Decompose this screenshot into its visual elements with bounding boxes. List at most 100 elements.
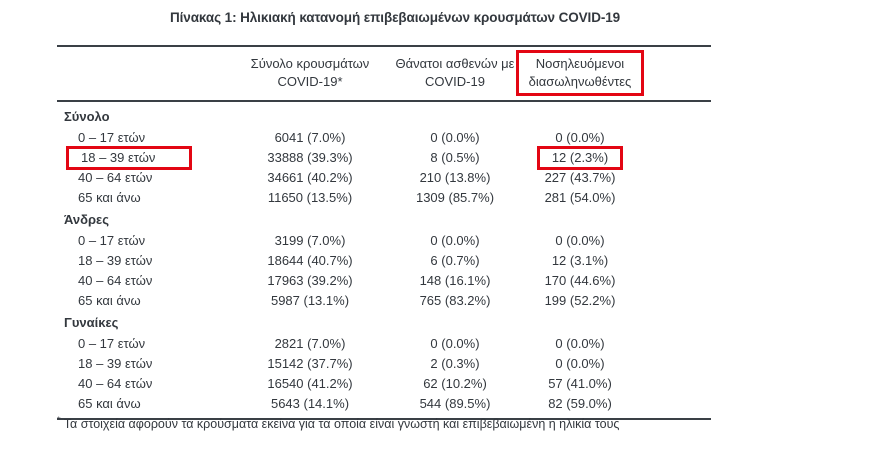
header-deaths: Θάνατοι ασθενών με COVID-19 (396, 52, 515, 94)
cases-cell: 17963 (39.2%) (207, 271, 413, 291)
deaths-value: 8 (0.5%) (430, 150, 480, 165)
header-empty-cell (57, 52, 207, 94)
intubated-value: 227 (43.7%) (544, 170, 616, 185)
cases-value: 2821 (7.0%) (274, 336, 346, 351)
cases-cell: 11650 (13.5%) (207, 188, 413, 208)
covid-age-distribution-table: Σύνολο κρουσμάτων COVID-19* Θάνατοι ασθε… (57, 45, 711, 420)
table-header-row: Σύνολο κρουσμάτων COVID-19* Θάνατοι ασθε… (57, 47, 711, 102)
table-row-women-18-39: 18 – 39 ετών 15142 (37.7%) 2 (0.3%) 0 (0… (57, 354, 711, 374)
deaths-cell: 765 (83.2%) (413, 291, 497, 311)
cases-cell: 34661 (40.2%) (207, 168, 413, 188)
table-row-men-0-17: 0 – 17 ετών 3199 (7.0%) 0 (0.0%) 0 (0.0%… (57, 231, 711, 251)
cases-value: 33888 (39.3%) (267, 150, 353, 165)
deaths-cell: 544 (89.5%) (413, 394, 497, 414)
cases-value: 34661 (40.2%) (267, 170, 353, 185)
cases-cell: 15142 (37.7%) (207, 354, 413, 374)
intubated-value: 0 (0.0%) (555, 336, 605, 351)
red-highlight-box-header: Νοσηλευόμενοι διασωληνωθέντες (515, 50, 645, 96)
age-group-label: 40 – 64 ετών (78, 273, 153, 288)
cases-value: 11650 (13.5%) (267, 190, 353, 205)
intubated-value: 0 (0.0%) (555, 356, 605, 371)
age-group-label: 65 και άνω (78, 293, 141, 308)
age-group-label: 65 και άνω (78, 190, 141, 205)
intubated-cell: 0 (0.0%) (497, 231, 663, 251)
cases-value: 3199 (7.0%) (274, 233, 346, 248)
age-group-label-cell: 18 – 39 ετών (57, 146, 207, 170)
row-spacer (663, 128, 711, 148)
table-row-women-40-64: 40 – 64 ετών 16540 (41.2%) 62 (10.2%) 57… (57, 374, 711, 394)
intubated-value: 0 (0.0%) (555, 233, 605, 248)
cases-value: 5643 (14.1%) (270, 396, 350, 411)
header-total-cases-line2: COVID-19* (277, 74, 343, 89)
cases-cell: 33888 (39.3%) (207, 148, 413, 168)
cases-value: 18644 (40.7%) (267, 253, 353, 268)
deaths-cell: 8 (0.5%) (413, 148, 497, 168)
deaths-value: 765 (83.2%) (419, 293, 491, 308)
cases-value: 15142 (37.7%) (267, 356, 353, 371)
deaths-cell: 62 (10.2%) (413, 374, 497, 394)
cases-cell: 16540 (41.2%) (207, 374, 413, 394)
header-intubated-line2: διασωληνωθέντες (528, 74, 632, 89)
intubated-cell: 0 (0.0%) (497, 334, 663, 354)
red-highlight-box-intubated-value: 12 (2.3%) (536, 146, 624, 170)
age-group-label: 18 – 39 ετών (78, 253, 153, 268)
row-spacer (663, 291, 711, 311)
intubated-value: 281 (54.0%) (544, 190, 616, 205)
cases-cell: 3199 (7.0%) (207, 231, 413, 251)
table-row-men-18-39: 18 – 39 ετών 18644 (40.7%) 6 (0.7%) 12 (… (57, 251, 711, 271)
row-spacer (663, 354, 711, 374)
header-total-cases: Σύνολο κρουσμάτων COVID-19* (207, 52, 413, 94)
deaths-value: 0 (0.0%) (430, 336, 480, 351)
row-spacer (663, 374, 711, 394)
table-row-total-0-17: 0 – 17 ετών 6041 (7.0%) 0 (0.0%) 0 (0.0%… (57, 128, 711, 148)
intubated-value: 12 (2.3%) (551, 150, 609, 165)
intubated-value: 199 (52.2%) (544, 293, 616, 308)
age-group-label: 40 – 64 ετών (78, 170, 153, 185)
cases-value: 17963 (39.2%) (267, 273, 353, 288)
table-footnote: * Τα στοιχεία αφορούν τα κρούσματα εκείν… (57, 412, 717, 432)
deaths-cell: 0 (0.0%) (413, 128, 497, 148)
intubated-cell: 0 (0.0%) (497, 354, 663, 374)
section-header-total: Σύνολο (64, 109, 110, 124)
red-highlight-box-age-label: 18 – 39 ετών (66, 146, 193, 170)
deaths-cell: 0 (0.0%) (413, 231, 497, 251)
cases-cell: 2821 (7.0%) (207, 334, 413, 354)
age-group-label: 18 – 39 ετών (78, 356, 153, 371)
deaths-value: 544 (89.5%) (419, 396, 491, 411)
intubated-cell: 0 (0.0%) (497, 128, 663, 148)
intubated-cell: 82 (59.0%) (497, 394, 663, 414)
footnote-marker: * (57, 415, 61, 425)
age-group-label: 0 – 17 ετών (78, 336, 146, 351)
intubated-cell: 281 (54.0%) (497, 188, 663, 208)
deaths-cell: 0 (0.0%) (413, 334, 497, 354)
table-row-women-0-17: 0 – 17 ετών 2821 (7.0%) 0 (0.0%) 0 (0.0%… (57, 334, 711, 354)
table-row-total-18-39: 18 – 39 ετών 33888 (39.3%) 8 (0.5%) 12 (… (57, 146, 711, 170)
deaths-value: 0 (0.0%) (430, 233, 480, 248)
cases-cell: 6041 (7.0%) (207, 128, 413, 148)
age-group-label: 65 και άνω (78, 396, 141, 411)
cases-value: 5987 (13.1%) (270, 293, 350, 308)
row-spacer (663, 148, 711, 168)
intubated-cell: 199 (52.2%) (497, 291, 663, 311)
cases-cell: 5643 (14.1%) (207, 394, 413, 414)
deaths-value: 0 (0.0%) (430, 130, 480, 145)
cases-cell: 18644 (40.7%) (207, 251, 413, 271)
intubated-cell: 57 (41.0%) (497, 374, 663, 394)
row-spacer (663, 394, 711, 414)
header-deaths-line2: COVID-19 (425, 74, 485, 89)
header-total-cases-line1: Σύνολο κρουσμάτων (250, 56, 370, 71)
table-row-total-65plus: 65 και άνω 11650 (13.5%) 1309 (85.7%) 28… (57, 188, 711, 208)
table-row-men-40-64: 40 – 64 ετών 17963 (39.2%) 148 (16.1%) 1… (57, 271, 711, 291)
deaths-cell: 210 (13.8%) (413, 168, 497, 188)
deaths-value: 210 (13.8%) (419, 170, 491, 185)
table-title: Πίνακας 1: Ηλικιακή κατανομή επιβεβαιωμέ… (170, 10, 621, 25)
row-spacer (663, 168, 711, 188)
deaths-cell: 1309 (85.7%) (413, 188, 497, 208)
table-row-men-65plus: 65 και άνω 5987 (13.1%) 765 (83.2%) 199 … (57, 291, 711, 311)
intubated-cell: 227 (43.7%) (497, 168, 663, 188)
intubated-cell: 12 (2.3%) (497, 146, 663, 170)
table-body: Σύνολο 0 – 17 ετών 6041 (7.0%) 0 (0.0%) … (57, 102, 711, 418)
intubated-value: 0 (0.0%) (555, 130, 605, 145)
intubated-value: 57 (41.0%) (548, 376, 612, 391)
